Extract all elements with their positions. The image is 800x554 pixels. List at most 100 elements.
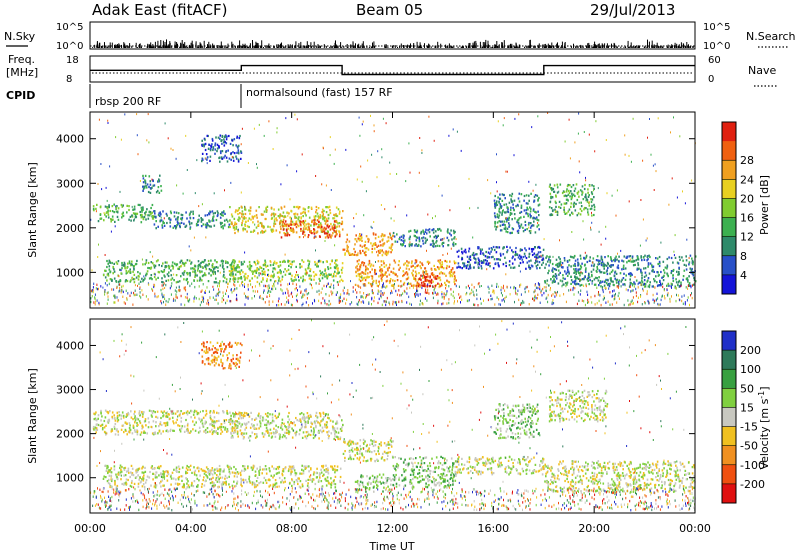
- echo-cell: [300, 276, 302, 279]
- echo-cell: [145, 274, 147, 277]
- nsky-bar: [336, 46, 338, 48]
- echo-cell: [125, 269, 128, 272]
- echo-cell: [214, 259, 216, 262]
- echo-cell: [363, 272, 365, 275]
- echo-cell: [335, 234, 337, 237]
- echo-cell: [531, 250, 533, 253]
- noise-cell: [163, 300, 164, 304]
- noise-cell: [539, 285, 541, 289]
- noise-cell: [565, 284, 567, 288]
- echo-cell: [107, 216, 110, 219]
- nsky-bar: [594, 45, 596, 48]
- echo-cell: [497, 258, 500, 261]
- nsky-bar: [661, 46, 663, 48]
- nsky-bar: [674, 45, 675, 48]
- echo-cell: [128, 205, 130, 208]
- echo-cell: [287, 260, 289, 264]
- echo-cell: [305, 226, 307, 229]
- echo-cell: [293, 230, 295, 233]
- echo-cell: [299, 266, 301, 269]
- nsky-bar: [118, 43, 120, 48]
- echo-cell: [694, 255, 697, 258]
- nsky-bar: [533, 46, 535, 48]
- noise-cell: [596, 286, 598, 289]
- noise-cell: [217, 294, 219, 297]
- noise-cell: [247, 295, 249, 299]
- echo-cell: [208, 225, 211, 228]
- scatter-cell: [460, 149, 462, 152]
- echo-cell: [448, 272, 451, 275]
- echo-cell: [310, 278, 313, 281]
- echo-cell: [530, 192, 532, 195]
- echo-cell: [284, 220, 287, 223]
- noise-cell: [680, 284, 682, 288]
- noise-cell: [328, 294, 330, 297]
- echo-cell: [160, 219, 163, 222]
- echo-cell: [151, 186, 153, 189]
- echo-cell: [193, 279, 195, 282]
- scatter-cell: [421, 149, 423, 152]
- echo-cell: [339, 233, 341, 236]
- noise-cell: [443, 292, 445, 296]
- nsky-bar: [187, 47, 189, 48]
- scatter-cell: [115, 136, 117, 139]
- echo-cell: [173, 215, 176, 218]
- scatter-cell: [133, 218, 135, 221]
- echo-cell: [567, 193, 570, 196]
- echo-cell: [419, 265, 421, 268]
- noise-cell: [208, 303, 210, 306]
- echo-cell: [643, 267, 645, 270]
- echo-cell: [282, 225, 284, 228]
- noise-cell: [573, 293, 575, 296]
- echo-cell: [509, 194, 511, 197]
- echo-cell: [634, 263, 636, 266]
- echo-cell: [147, 190, 150, 194]
- noise-cell: [168, 298, 170, 301]
- echo-cell: [461, 252, 464, 255]
- echo-cell: [158, 191, 161, 194]
- echo-cell: [333, 220, 336, 223]
- noise-cell: [477, 304, 479, 307]
- noise-cell: [383, 285, 385, 288]
- echo-cell: [297, 225, 300, 228]
- echo-cell: [142, 189, 144, 192]
- noise-cell: [653, 301, 655, 304]
- echo-cell: [162, 220, 164, 223]
- echo-cell: [308, 277, 311, 280]
- echo-cell: [334, 259, 337, 262]
- echo-cell: [277, 279, 280, 282]
- echo-cell: [647, 262, 650, 265]
- echo-cell: [381, 269, 384, 272]
- echo-cell: [438, 227, 441, 231]
- echo-cell: [594, 283, 597, 286]
- echo-cell: [556, 183, 559, 186]
- scatter-cell: [634, 276, 636, 278]
- scatter-cell: [575, 272, 577, 274]
- echo-cell: [620, 280, 623, 283]
- echo-cell: [295, 216, 298, 219]
- echo-cell: [588, 194, 590, 197]
- noise-cell: [208, 290, 210, 293]
- echo-cell: [506, 251, 508, 254]
- scatter-cell: [597, 187, 599, 190]
- noise-cell: [368, 302, 370, 305]
- echo-cell: [245, 217, 247, 220]
- echo-cell: [407, 276, 410, 279]
- noise-cell: [446, 302, 448, 305]
- noise-cell: [687, 287, 689, 290]
- noise-cell: [113, 288, 115, 291]
- scatter-cell: [152, 255, 154, 258]
- echo-cell: [430, 272, 433, 275]
- noise-cell: [539, 287, 541, 291]
- nsky-bar: [210, 46, 212, 48]
- noise-cell: [653, 285, 654, 288]
- noise-cell: [245, 296, 247, 299]
- echo-cell: [258, 206, 260, 209]
- echo-cell: [454, 276, 456, 280]
- noise-cell: [671, 295, 672, 298]
- echo-cell: [361, 278, 364, 282]
- echo-cell: [264, 261, 267, 264]
- echo-cell: [681, 256, 683, 259]
- echo-cell: [396, 240, 399, 243]
- echo-cell: [405, 271, 408, 274]
